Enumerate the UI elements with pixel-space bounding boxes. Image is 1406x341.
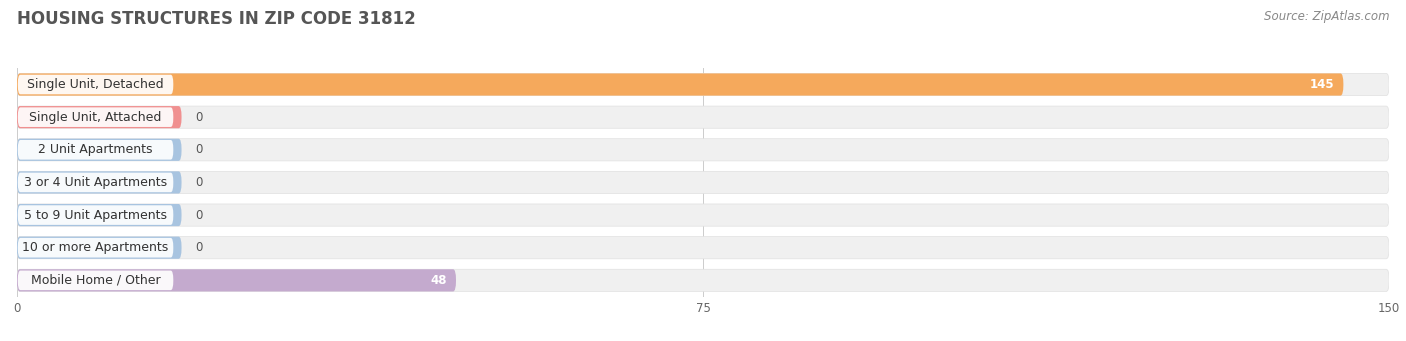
FancyBboxPatch shape [18, 270, 173, 290]
Text: 145: 145 [1309, 78, 1334, 91]
Text: Single Unit, Attached: Single Unit, Attached [30, 111, 162, 124]
Text: 10 or more Apartments: 10 or more Apartments [22, 241, 169, 254]
FancyBboxPatch shape [17, 204, 1389, 226]
Text: Mobile Home / Other: Mobile Home / Other [31, 274, 160, 287]
FancyBboxPatch shape [17, 237, 181, 259]
FancyBboxPatch shape [17, 171, 181, 194]
Text: Single Unit, Detached: Single Unit, Detached [27, 78, 165, 91]
Text: 0: 0 [195, 143, 202, 156]
Text: Source: ZipAtlas.com: Source: ZipAtlas.com [1264, 10, 1389, 23]
Text: HOUSING STRUCTURES IN ZIP CODE 31812: HOUSING STRUCTURES IN ZIP CODE 31812 [17, 10, 416, 28]
Text: 0: 0 [195, 241, 202, 254]
FancyBboxPatch shape [17, 73, 1389, 95]
FancyBboxPatch shape [17, 139, 181, 161]
FancyBboxPatch shape [18, 173, 173, 192]
FancyBboxPatch shape [17, 106, 1389, 128]
Text: 0: 0 [195, 209, 202, 222]
FancyBboxPatch shape [18, 205, 173, 225]
FancyBboxPatch shape [17, 269, 456, 292]
FancyBboxPatch shape [18, 238, 173, 257]
FancyBboxPatch shape [18, 107, 173, 127]
Text: 0: 0 [195, 111, 202, 124]
FancyBboxPatch shape [17, 204, 181, 226]
FancyBboxPatch shape [17, 73, 1343, 95]
FancyBboxPatch shape [18, 75, 173, 94]
FancyBboxPatch shape [18, 140, 173, 160]
FancyBboxPatch shape [17, 269, 1389, 292]
Text: 5 to 9 Unit Apartments: 5 to 9 Unit Apartments [24, 209, 167, 222]
Text: 3 or 4 Unit Apartments: 3 or 4 Unit Apartments [24, 176, 167, 189]
Text: 2 Unit Apartments: 2 Unit Apartments [38, 143, 153, 156]
FancyBboxPatch shape [17, 171, 1389, 194]
Text: 48: 48 [430, 274, 447, 287]
FancyBboxPatch shape [17, 139, 1389, 161]
Text: 0: 0 [195, 176, 202, 189]
FancyBboxPatch shape [17, 237, 1389, 259]
FancyBboxPatch shape [17, 106, 181, 128]
